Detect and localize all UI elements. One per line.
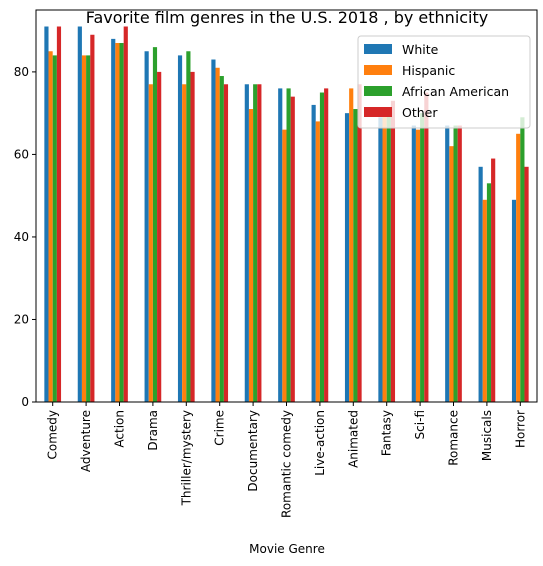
bar-white-fantasy <box>378 117 383 402</box>
legend-swatch <box>364 86 392 96</box>
bar-white-animated <box>344 113 350 402</box>
y-tick-label: 60 <box>14 147 29 161</box>
bar-hispanic-documentary <box>248 109 254 402</box>
bar-other-musicals <box>491 158 496 402</box>
bar-white-musicals <box>478 166 483 402</box>
bar-other-crime <box>223 84 229 403</box>
x-tick-label: Fantasy <box>380 410 394 456</box>
bar-african-american-thriller-mystery <box>186 51 191 402</box>
x-tick-label: Drama <box>146 410 160 451</box>
x-tick-label: Romantic comedy <box>280 410 294 518</box>
bar-other-documentary <box>257 84 262 403</box>
legend-label: White <box>402 42 439 57</box>
y-tick-label: 40 <box>14 230 29 244</box>
bar-african-american-comedy <box>52 55 57 402</box>
bar-hispanic-action <box>115 43 120 402</box>
bar-white-live-action <box>311 104 316 402</box>
legend-label: Hispanic <box>402 63 455 78</box>
bar-white-thriller-mystery <box>177 55 183 402</box>
x-axis-label: Movie Genre <box>249 542 325 556</box>
bar-white-drama <box>144 51 149 402</box>
bar-african-american-horror <box>520 117 525 402</box>
legend-swatch <box>364 44 392 54</box>
y-tick-label: 80 <box>14 65 29 79</box>
x-tick-label: Horror <box>513 410 527 448</box>
bar-hispanic-romance <box>449 146 454 402</box>
bar-other-animated <box>357 84 362 403</box>
bar-other-drama <box>157 71 162 402</box>
bar-hispanic-live-action <box>315 121 320 402</box>
bar-african-american-adventure <box>86 55 91 402</box>
y-tick-label: 20 <box>14 312 29 326</box>
bar-african-american-fantasy <box>386 109 391 402</box>
legend-label: Other <box>402 105 438 120</box>
x-axis: Comedy Adventure Action Drama Thriller/myste… <box>46 402 527 518</box>
x-tick-label: Comedy <box>46 410 60 460</box>
bar-other-romance <box>457 125 462 402</box>
bar-white-horror <box>511 199 517 402</box>
chart-title: Favorite film genres in the U.S. 2018 , … <box>86 8 489 27</box>
x-tick-label: Musicals <box>480 410 494 461</box>
bar-african-american-documentary <box>253 84 258 403</box>
bar-hispanic-fantasy <box>382 113 387 402</box>
bar-white-crime <box>211 59 216 403</box>
x-tick-label: Documentary <box>246 410 260 492</box>
x-tick-label: Adventure <box>79 410 93 472</box>
bar-other-horror <box>524 166 529 402</box>
x-tick-label: Action <box>113 410 127 448</box>
x-tick-label: Romance <box>447 410 461 466</box>
bar-hispanic-horror <box>516 133 521 403</box>
bar-hispanic-adventure <box>81 55 87 402</box>
bar-hispanic-sci-fi <box>415 129 421 402</box>
bar-african-american-live-action <box>319 92 325 402</box>
bar-white-romance <box>445 125 450 402</box>
bar-african-american-action <box>119 43 124 402</box>
bar-african-american-drama <box>152 47 158 402</box>
x-tick-label: Thriller/mystery <box>179 410 193 506</box>
legend-swatch <box>364 107 392 117</box>
bar-hispanic-animated <box>349 88 354 403</box>
bar-hispanic-musicals <box>482 199 487 402</box>
legend-label: African American <box>402 84 509 99</box>
bar-hispanic-drama <box>148 84 153 403</box>
bars-group <box>44 26 529 403</box>
bar-other-action <box>123 26 128 402</box>
bar-other-romantic-comedy <box>290 96 295 403</box>
x-tick-label: Live-action <box>313 410 327 476</box>
bar-african-american-animated <box>353 109 358 402</box>
bar-other-comedy <box>56 26 62 402</box>
bar-african-american-musicals <box>486 183 492 402</box>
bar-white-comedy <box>44 26 49 402</box>
bar-hispanic-romantic-comedy <box>282 129 287 402</box>
bar-other-fantasy <box>390 100 396 402</box>
y-axis: 0 20 40 60 80 <box>14 65 36 409</box>
bar-african-american-sci-fi <box>420 113 425 402</box>
legend-frame <box>357 35 531 129</box>
bar-hispanic-thriller-mystery <box>182 84 187 403</box>
bar-african-american-romantic-comedy <box>286 88 291 403</box>
bar-other-thriller-mystery <box>190 71 195 402</box>
plot-frame <box>35 9 538 403</box>
bar-white-adventure <box>77 26 82 402</box>
legend: White Hispanic African American Other <box>357 35 531 129</box>
bar-other-adventure <box>90 34 95 402</box>
bar-hispanic-crime <box>215 67 220 403</box>
y-tick-label: 0 <box>21 395 29 409</box>
bar-white-documentary <box>244 84 249 403</box>
bar-other-sci-fi <box>424 92 429 402</box>
bar-african-american-crime <box>219 76 224 403</box>
x-tick-label: Animated <box>346 410 360 468</box>
bar-white-action <box>111 38 116 402</box>
bar-white-sci-fi <box>411 125 416 402</box>
legend-swatch <box>364 65 392 75</box>
x-tick-label: Crime <box>213 410 227 446</box>
bar-white-romantic-comedy <box>278 88 283 403</box>
x-tick-label: Sci-fi <box>413 410 427 439</box>
bar-african-american-romance <box>453 125 458 402</box>
bar-other-live-action <box>324 88 329 403</box>
bar-hispanic-comedy <box>48 51 53 402</box>
